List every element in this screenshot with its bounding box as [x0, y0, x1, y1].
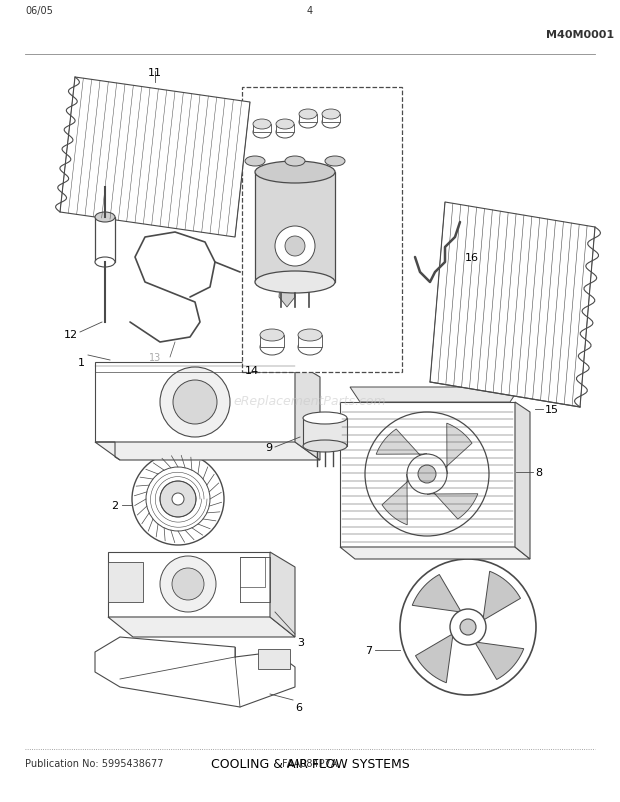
Polygon shape: [515, 403, 530, 559]
Ellipse shape: [276, 119, 294, 130]
Polygon shape: [270, 553, 295, 638]
Polygon shape: [350, 387, 520, 403]
Text: 7: 7: [365, 645, 372, 655]
Circle shape: [275, 227, 315, 267]
Circle shape: [160, 481, 196, 517]
Text: 12: 12: [64, 330, 78, 339]
Ellipse shape: [298, 339, 322, 355]
Circle shape: [285, 237, 305, 257]
Ellipse shape: [299, 117, 317, 129]
Text: 06/05: 06/05: [25, 6, 53, 16]
Bar: [298, 335, 322, 347]
Polygon shape: [427, 493, 478, 520]
Circle shape: [132, 453, 224, 545]
Polygon shape: [340, 547, 530, 559]
Ellipse shape: [253, 127, 271, 139]
Polygon shape: [376, 429, 427, 456]
Text: COOLING & AIR FLOW SYSTEMS: COOLING & AIR FLOW SYSTEMS: [211, 757, 409, 770]
Circle shape: [172, 569, 204, 600]
Ellipse shape: [245, 157, 265, 167]
Text: 6: 6: [295, 702, 302, 712]
Ellipse shape: [303, 412, 347, 424]
Ellipse shape: [285, 157, 305, 167]
Circle shape: [460, 619, 476, 635]
Polygon shape: [295, 363, 320, 460]
Circle shape: [418, 465, 436, 484]
Ellipse shape: [299, 110, 317, 119]
Text: Publication No: 5995438677: Publication No: 5995438677: [25, 759, 164, 768]
Bar: [242, 88, 402, 373]
Polygon shape: [95, 638, 295, 707]
Polygon shape: [340, 403, 515, 547]
Text: 16: 16: [465, 253, 479, 263]
Polygon shape: [95, 443, 320, 460]
Text: 2: 2: [111, 500, 118, 510]
Bar: [260, 335, 284, 347]
Text: eReplacementParts.com: eReplacementParts.com: [234, 395, 386, 407]
Bar: [255, 172, 335, 282]
Circle shape: [160, 367, 230, 437]
Bar: [253, 125, 271, 133]
Ellipse shape: [260, 330, 284, 342]
Polygon shape: [108, 553, 270, 618]
Text: 3: 3: [297, 638, 304, 647]
Polygon shape: [430, 203, 595, 407]
Circle shape: [365, 412, 489, 537]
Text: 13: 13: [149, 353, 161, 363]
Text: 15: 15: [545, 404, 559, 415]
Text: 4: 4: [307, 6, 313, 16]
Polygon shape: [95, 363, 295, 443]
Ellipse shape: [303, 440, 347, 452]
Circle shape: [146, 468, 210, 532]
Ellipse shape: [322, 117, 340, 129]
Text: 11: 11: [148, 68, 162, 78]
Ellipse shape: [276, 127, 294, 139]
Polygon shape: [279, 274, 295, 308]
Circle shape: [160, 557, 216, 612]
Ellipse shape: [298, 330, 322, 342]
Text: 14: 14: [245, 366, 259, 375]
Circle shape: [407, 455, 447, 494]
Polygon shape: [446, 423, 472, 475]
Ellipse shape: [95, 213, 115, 223]
Ellipse shape: [322, 110, 340, 119]
Text: 1: 1: [78, 358, 85, 367]
Ellipse shape: [260, 339, 284, 355]
Text: FAA084P7A: FAA084P7A: [282, 759, 338, 768]
Bar: [299, 115, 317, 123]
Polygon shape: [382, 475, 408, 525]
Bar: [258, 649, 290, 669]
Ellipse shape: [325, 157, 345, 167]
Ellipse shape: [95, 257, 115, 268]
Bar: [95, 217, 115, 263]
Circle shape: [173, 380, 217, 424]
Text: M40M0001: M40M0001: [546, 30, 614, 40]
Bar: [322, 115, 340, 123]
Circle shape: [450, 610, 486, 645]
Ellipse shape: [253, 119, 271, 130]
Bar: [303, 419, 347, 447]
Ellipse shape: [255, 162, 335, 184]
Polygon shape: [468, 640, 524, 679]
Polygon shape: [412, 575, 468, 614]
Bar: [108, 562, 143, 602]
Polygon shape: [415, 627, 455, 683]
Circle shape: [172, 493, 184, 505]
Ellipse shape: [255, 272, 335, 294]
Polygon shape: [481, 572, 521, 627]
Polygon shape: [60, 78, 250, 237]
Polygon shape: [108, 618, 295, 638]
Bar: [276, 125, 294, 133]
Text: 9: 9: [265, 443, 272, 452]
Text: 8: 8: [535, 468, 542, 477]
Circle shape: [400, 559, 536, 695]
